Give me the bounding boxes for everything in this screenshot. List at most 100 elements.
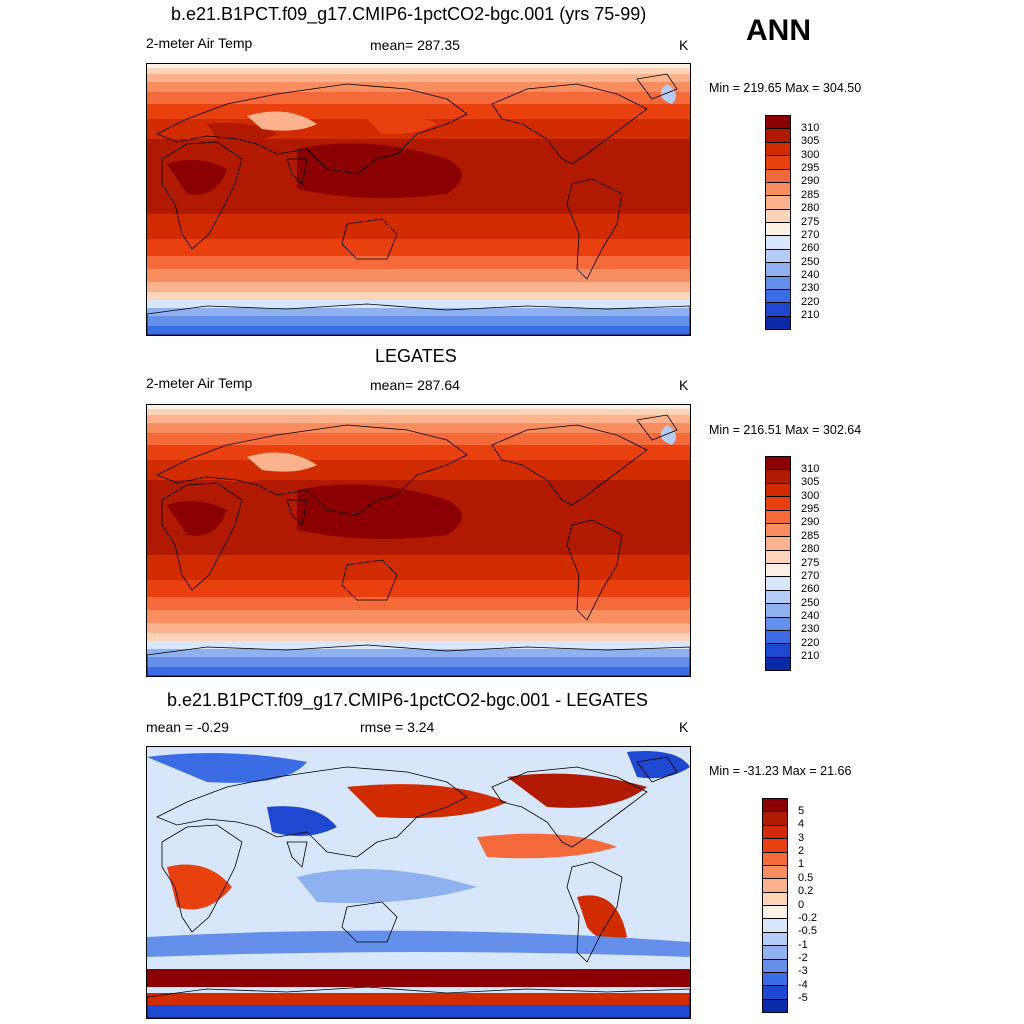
colorbar-swatch [762,958,788,973]
colorbar-swatch [765,456,791,471]
panel-obs-map [146,404,691,677]
colorbar-tick-label: -0.2 [798,911,817,924]
middle-east-warm [207,122,277,141]
colorbar-tick-label: 5 [798,804,805,817]
colorbar-tick-label: -3 [798,965,808,978]
coastline [566,178,623,280]
colorbar-swatch [762,971,788,987]
colorbar-swatch [762,891,788,906]
colorbar-tick-label: 230 [801,282,820,295]
colorbar-swatch [762,918,788,933]
colorbar-tick-label: 250 [801,255,820,268]
panel-diff-rmse: rmse = 3.24 [360,719,435,735]
temperature-map-model [147,64,690,335]
colorbar-swatch [762,824,788,840]
temperature-band [147,623,690,633]
colorbar-swatch [765,315,791,330]
colorbar-tick-label: 0.2 [798,885,814,898]
colorbar-swatch [765,576,791,591]
coastline [147,303,690,335]
colorbar-swatch [765,302,791,317]
colorbar-swatch [765,629,791,645]
colorbar-swatch [765,222,791,237]
colorbar-tick-label: 295 [801,162,820,174]
coastline [341,901,398,943]
colorbar-tick-label: 300 [801,489,820,502]
colorbar-swatch [765,482,791,498]
temperature-band [147,555,690,580]
colorbar-tick-label: -0.5 [798,925,817,938]
difference-region [627,751,690,779]
colorbar-swatch [762,945,788,960]
colorbar-swatch [765,288,791,304]
colorbar-swatch [762,838,788,853]
coastline [341,218,398,260]
temperature-band [147,74,690,82]
colorbar-tick-label: 280 [801,202,820,215]
colorbar-tick-label: 270 [801,569,820,582]
coastline [147,644,690,676]
colorbar-tick-label: 305 [801,135,820,148]
africa-hot-region [167,501,227,536]
panel-diff-units: K [679,719,689,735]
africa-hot-region [167,160,227,195]
difference-region [147,753,307,783]
temperature-band [147,409,690,415]
temperature-band [147,657,690,667]
difference-region [347,784,507,818]
panel-model-map [146,63,691,336]
coastline [286,841,308,868]
difference-region [147,993,690,1005]
colorbar-swatch [765,496,791,511]
temperature-band [147,316,690,326]
colorbar-tick-label: 295 [801,503,820,515]
difference-region [297,869,477,903]
greenland-cold [660,425,676,445]
panel-model-minmax: Min = 219.65 Max = 304.50 [709,81,862,95]
colorbar-swatch [765,469,791,484]
panel-diff-map [146,746,691,1019]
colorbar-tick-label: 4 [798,818,805,831]
difference-region [577,895,627,941]
coastline [156,424,468,516]
colorbar-tick-label: 220 [801,636,820,649]
colorbar-tick-label: 305 [801,476,820,489]
colorbar-tick-label: 220 [801,295,820,308]
temperature-band [147,214,690,239]
panel-obs-title: LEGATES [375,346,457,366]
coastline [161,824,243,933]
colorbar-tick-label: 230 [801,623,820,636]
temperature-band [147,633,690,641]
colorbar-tick-label: 290 [801,516,820,529]
colorbar-swatch [765,181,791,197]
coastline [566,519,623,621]
temperature-band [147,92,690,104]
panel-diff-title: b.e21.B1PCT.f09_g17.CMIP6-1pctCO2-bgc.00… [167,690,648,710]
temperature-band [147,300,690,308]
panel-obs-variable: 2-meter Air Temp [146,375,253,391]
colorbar-tick-label: 3 [798,831,805,844]
temperature-band [147,82,690,92]
colorbar-tick-label: 210 [801,650,820,663]
coastline [286,158,308,185]
difference-region [267,806,337,836]
colorbar-swatch [765,563,791,578]
panel-model-mean: mean= 287.35 [370,37,460,53]
difference-region [147,969,690,987]
colorbar-tick-label: 280 [801,543,820,556]
colorbar-swatch [762,798,788,813]
colorbar-tick-label: 260 [801,242,820,255]
coastline [491,83,648,165]
colorbar-swatch [765,262,791,277]
colorbar-tick-label: 310 [801,121,820,134]
panel-obs-minmax: Min = 216.51 Max = 302.64 [709,423,862,437]
coastline [161,141,243,250]
tibet-cold [247,452,317,472]
colorbar-swatch [762,931,788,947]
colorbar-swatch [762,851,788,866]
coastline [161,482,243,591]
colorbar-tick-label: -1 [798,938,808,951]
colorbar-swatch [762,998,788,1013]
colorbar-swatch [765,128,791,143]
colorbar-swatch [765,643,791,658]
